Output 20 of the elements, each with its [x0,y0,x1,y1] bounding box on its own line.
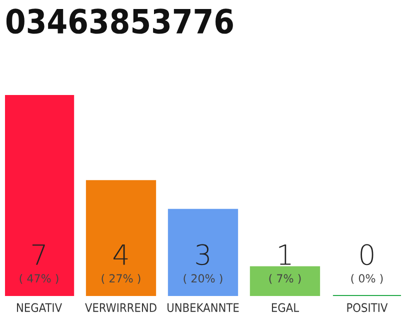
data-label: 7 [32,244,45,265]
x-tick-label: EGAL [272,303,299,312]
data-label: 3 [196,244,209,266]
data-label: 0 [360,244,374,266]
bar [168,208,238,296]
bar [86,180,156,296]
chart-title: 03463853776 [6,8,233,34]
x-tick-label: NEGATIV [17,303,62,312]
annotation: ( 0% ) [351,274,383,284]
x-tick-label: VERWIRREND [85,303,156,312]
annotation: ( 20% ) [184,274,222,284]
annotation: ( 7% ) [269,274,301,284]
data-label: 4 [114,244,128,265]
x-tick-label: POSITIV [347,303,388,312]
bar [5,95,74,296]
data-label: 1 [279,244,291,265]
annotation: ( 47% ) [20,274,58,284]
annotation: ( 27% ) [102,274,140,284]
bar [250,266,320,296]
x-tick-label: UNBEKANNTE [168,303,239,312]
